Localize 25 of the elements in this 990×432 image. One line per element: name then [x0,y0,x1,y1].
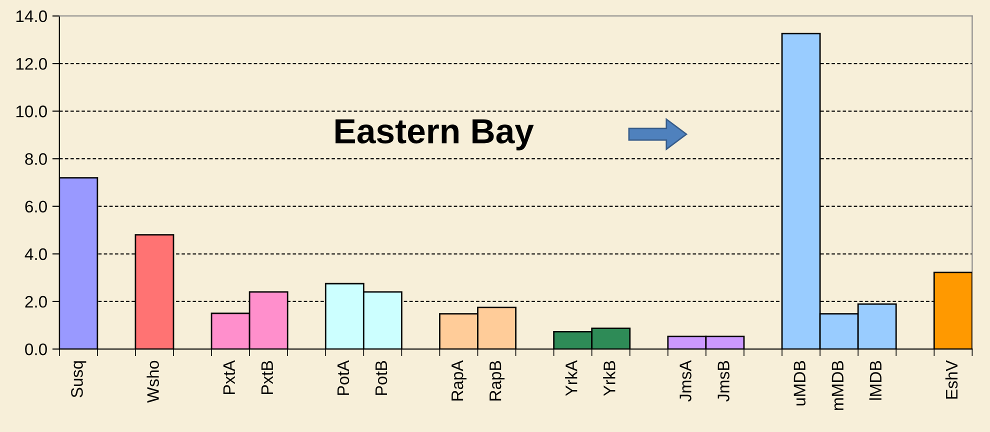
x-tick-label: JmsA [680,360,692,402]
y-tick-label: 14.0 [16,10,47,22]
y-tick-label: 12.0 [16,58,47,70]
x-tick-label: mMDB [832,361,844,410]
x-tick-label: RapB [490,361,505,400]
y-tick-label: 2.0 [25,296,47,308]
x-tick-label: EshV [945,360,958,399]
x-tick-label: YrkA [565,360,578,396]
x-tick-label: Wsho [146,360,159,403]
x-tick-label: RapA [452,360,467,400]
x-tick-label: lMDB [869,361,882,400]
x-tick-label: uMDB [794,361,806,406]
y-tick-label: 10.0 [16,106,47,118]
y-tick-label: 0.0 [25,343,47,356]
y-tick-label: 8.0 [25,153,47,165]
x-tick-label: Susq [71,361,86,398]
y-tick-label: 4.0 [24,248,47,260]
x-tick-label: JmsB [718,361,730,402]
x-tick-label: YrkB [603,361,616,396]
x-tick-label: PotB [376,361,388,395]
x-tick-label: PxtA [223,360,235,394]
y-tick-label: 6.0 [25,200,47,213]
x-tick-label: PotA [337,360,350,395]
annotation: Eastern Bay [336,119,534,150]
x-tick-label: PxtB [261,361,274,394]
